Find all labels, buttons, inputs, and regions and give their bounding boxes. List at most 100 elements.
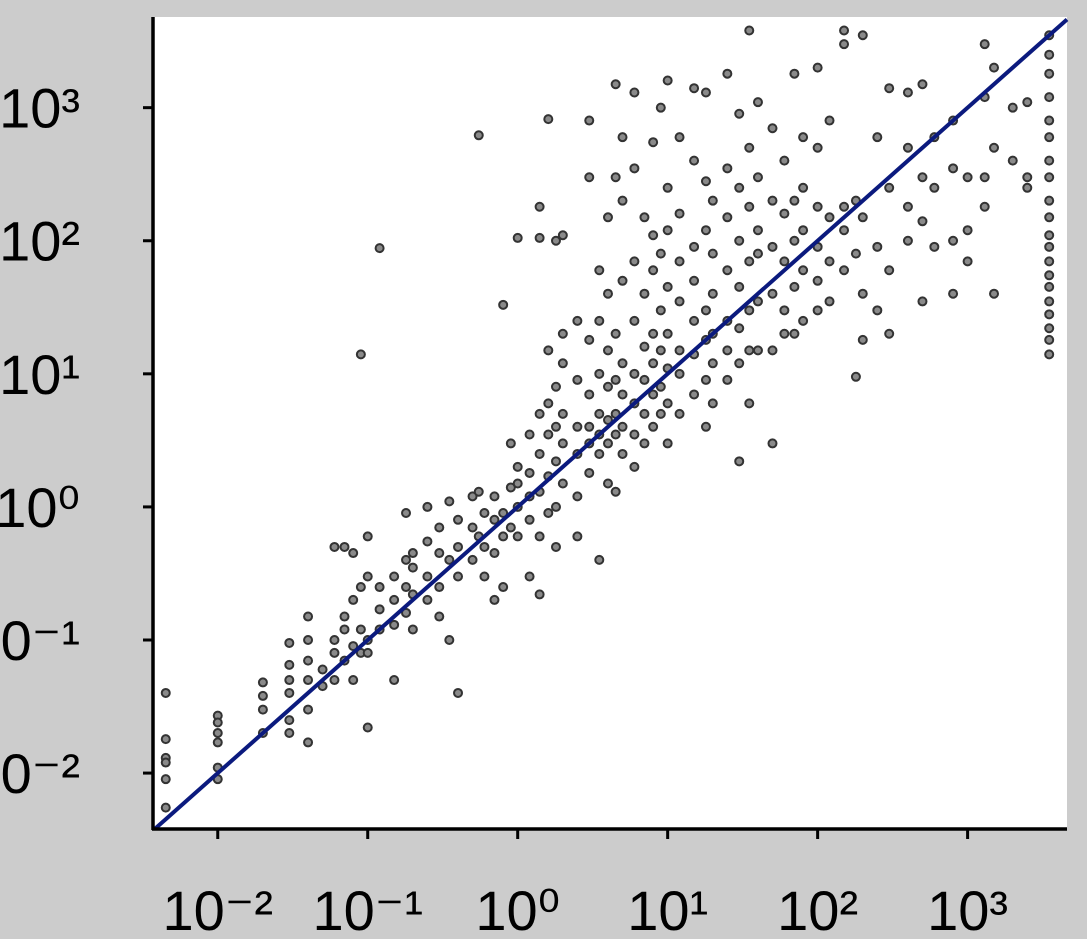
point	[160, 774, 171, 785]
point	[752, 97, 763, 108]
point	[812, 305, 823, 316]
point	[674, 256, 685, 267]
point	[473, 486, 484, 497]
point	[329, 541, 340, 552]
point	[629, 315, 640, 326]
point	[257, 704, 268, 715]
x-tick-label: 10¹	[627, 879, 708, 939]
point	[962, 256, 973, 267]
point	[1044, 296, 1055, 307]
point	[1022, 182, 1033, 193]
point	[839, 225, 850, 236]
point	[572, 491, 583, 502]
identity-line	[153, 17, 1069, 831]
point	[1044, 68, 1055, 79]
point	[303, 655, 314, 666]
point	[303, 611, 314, 622]
point	[422, 536, 433, 547]
point	[744, 25, 755, 36]
point	[884, 83, 895, 94]
point	[1044, 281, 1055, 292]
point	[584, 467, 595, 478]
point	[789, 281, 800, 292]
point	[572, 531, 583, 542]
point	[989, 62, 1000, 73]
point	[348, 641, 359, 652]
point	[1044, 334, 1055, 345]
point	[434, 582, 445, 593]
point	[655, 305, 666, 316]
point	[1044, 172, 1055, 183]
point	[734, 182, 745, 193]
point	[648, 265, 659, 276]
point	[498, 508, 509, 518]
point	[979, 201, 990, 212]
x-tick-label: 10³	[927, 879, 1008, 939]
point	[407, 548, 418, 559]
point	[572, 315, 583, 326]
point	[752, 225, 763, 236]
point	[284, 659, 295, 670]
point	[602, 381, 613, 392]
point	[857, 288, 868, 299]
point	[453, 541, 464, 552]
point	[557, 438, 568, 449]
point	[779, 328, 790, 339]
point	[639, 438, 650, 449]
point	[639, 212, 650, 223]
point	[648, 230, 659, 241]
point	[767, 345, 778, 356]
point	[662, 281, 673, 292]
point	[1044, 323, 1055, 334]
point	[872, 305, 883, 316]
point	[648, 389, 659, 400]
point	[689, 241, 700, 252]
point	[1044, 92, 1055, 103]
point	[779, 305, 790, 316]
point	[212, 717, 223, 728]
point	[779, 155, 790, 166]
point	[812, 275, 823, 286]
point	[689, 155, 700, 166]
point	[689, 275, 700, 286]
point	[655, 381, 666, 392]
point	[594, 315, 605, 326]
point	[744, 201, 755, 212]
point	[550, 456, 561, 467]
point	[617, 389, 628, 400]
point	[648, 358, 659, 369]
point	[602, 438, 613, 449]
point	[789, 195, 800, 206]
point	[744, 256, 755, 267]
point	[284, 637, 295, 648]
point	[722, 265, 733, 276]
point	[534, 408, 545, 419]
point	[617, 358, 628, 369]
point	[734, 323, 745, 334]
point	[374, 604, 385, 615]
point	[534, 448, 545, 459]
point	[524, 514, 535, 525]
point	[655, 248, 666, 259]
point	[389, 675, 400, 686]
point	[734, 235, 745, 246]
point	[824, 296, 835, 307]
point	[902, 235, 913, 246]
point	[160, 734, 171, 745]
point	[917, 79, 928, 90]
x-tick-label: 10²	[777, 879, 858, 939]
point	[700, 176, 711, 187]
point	[348, 675, 359, 686]
point	[707, 248, 718, 259]
point	[662, 182, 673, 193]
point	[884, 328, 895, 339]
point	[902, 142, 913, 153]
point	[401, 582, 412, 593]
point	[355, 624, 366, 635]
point	[655, 345, 666, 356]
point	[498, 582, 509, 593]
point	[617, 132, 628, 143]
point	[489, 548, 500, 559]
point	[524, 467, 535, 478]
